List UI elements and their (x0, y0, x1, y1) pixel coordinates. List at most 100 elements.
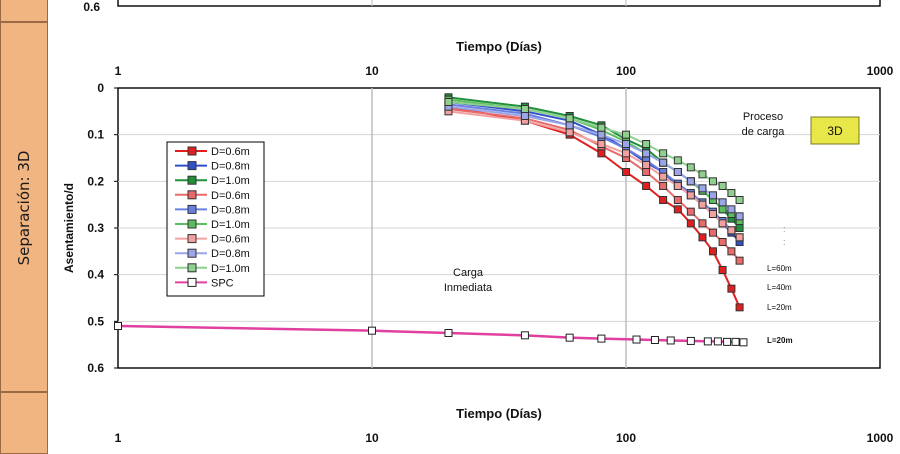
series-10-point (686, 336, 695, 345)
series-8-point (622, 140, 630, 148)
series-10-point (713, 337, 722, 346)
series-8-point (642, 149, 651, 158)
series-10-point (666, 336, 675, 345)
series-9-point (444, 98, 453, 106)
y-axis-label: Asentamiento/d (62, 183, 76, 273)
legend-swatch-marker (187, 146, 197, 156)
x-tick-label: 1 (115, 431, 122, 445)
series-10-point (723, 337, 732, 346)
l-label: L=20m (767, 336, 793, 345)
y-tick-label: 0.5 (87, 314, 104, 328)
series-8-point (565, 121, 574, 130)
legend-entry: D=0.8m (211, 161, 250, 173)
series-4-point (698, 219, 707, 228)
legend-entry: D=1.0m (211, 263, 250, 275)
series-7-point (565, 128, 574, 137)
series-10-point (632, 335, 641, 344)
legend-entry: D=0.8m (211, 248, 250, 260)
series-7-point (735, 233, 744, 242)
series-9-point (659, 149, 668, 158)
legend-swatch-marker (187, 219, 197, 229)
top-x-tick-label: 100 (616, 64, 636, 78)
sidebar-cell-top (0, 0, 48, 22)
legend-entry: D=0.8m (211, 204, 250, 216)
series-7-point (698, 200, 707, 209)
series-1-point (659, 196, 668, 204)
annotation-carga: Carga (453, 267, 484, 279)
series-7-point (597, 140, 606, 148)
legend-swatch-marker (187, 248, 197, 258)
series-9-point (673, 156, 682, 165)
legend-swatch-marker (187, 277, 197, 287)
legend-swatch-marker (187, 234, 197, 244)
series-7-point (622, 149, 630, 158)
top-plot-frame (117, 0, 881, 7)
legend-swatch-marker (187, 190, 197, 200)
top-x-tick-label: 10 (365, 64, 379, 78)
series-7-point (642, 161, 651, 169)
series-7-point (708, 210, 717, 218)
legend-swatch-marker (187, 204, 197, 214)
series-4-point (708, 228, 717, 237)
y-tick-label: 0.6 (87, 361, 104, 375)
series-9-point (622, 130, 630, 139)
series-7-point (718, 219, 727, 228)
series-9-point (565, 114, 574, 123)
series-4-point (673, 196, 682, 204)
series-4-point (735, 256, 744, 265)
legend-entry: D=0.6m (211, 146, 250, 158)
series-9-point (686, 163, 695, 172)
series-9-point (735, 196, 744, 204)
legend-entry: D=1.0m (211, 175, 250, 187)
series-9-point (708, 177, 717, 186)
series-9-point (698, 170, 707, 179)
badge-3d-label: 3D (827, 124, 843, 138)
series-1-point (718, 266, 727, 274)
series-8-point (698, 184, 707, 193)
series-4-point (659, 182, 668, 190)
dots: : (783, 237, 786, 247)
series-10-point (731, 337, 740, 346)
series-7-point (727, 226, 736, 235)
series-7-point (673, 182, 682, 190)
x-tick-label: 1000 (867, 431, 894, 445)
legend-swatch-marker (187, 263, 197, 273)
series-9-point (597, 123, 606, 132)
legend-entry: SPC (211, 277, 234, 289)
top-x-axis-label: Tiempo (Días) (456, 39, 542, 54)
series-10-point (703, 337, 712, 346)
series-8-point (735, 212, 744, 221)
series-1-point (735, 303, 744, 312)
l-label: L=20m (767, 303, 792, 312)
series-6-point (718, 205, 727, 214)
badge-3d (810, 116, 860, 145)
l-label: L=60m (767, 264, 792, 273)
l-label: L=40m (767, 283, 792, 292)
series-8-point (520, 112, 529, 120)
series-4-point (727, 247, 736, 256)
series-1-point (597, 149, 606, 158)
series-10-point (520, 331, 529, 340)
series-1-point (708, 247, 717, 256)
series-4-point (642, 168, 651, 176)
legend-box (166, 141, 265, 297)
x-axis-label: Tiempo (Días) (456, 406, 542, 421)
series-1-point (686, 219, 695, 228)
series-1-point (727, 284, 736, 293)
legend-entry: D=0.6m (211, 190, 250, 202)
series-8-point (727, 205, 736, 214)
series-1-point (698, 233, 707, 242)
series-8-point (708, 191, 717, 200)
series-8-point (597, 130, 606, 139)
series-10-point (650, 336, 659, 344)
x-tick-label: 10 (365, 431, 379, 445)
series-9-point (727, 189, 736, 197)
series-4-point (718, 238, 727, 246)
series-8-point (673, 168, 682, 176)
y-tick-label: 0.4 (87, 268, 104, 282)
series-10-point (444, 329, 453, 337)
series-1-point (642, 182, 651, 190)
y-tick-label: 0.1 (87, 128, 104, 142)
annotation-proceso: Proceso (743, 111, 783, 123)
